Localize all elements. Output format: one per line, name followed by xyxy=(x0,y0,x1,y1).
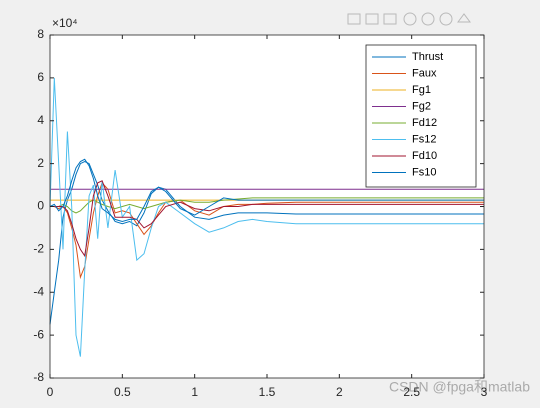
legend-label: Thrust xyxy=(412,51,443,63)
legend-label: Fs12 xyxy=(412,133,436,145)
tool-icon[interactable] xyxy=(347,13,361,25)
legend-box xyxy=(365,44,477,188)
toolbar xyxy=(347,12,471,26)
y-tick-label: 0 xyxy=(37,199,44,213)
x-tick-label: 2 xyxy=(336,385,343,399)
legend-label: Fs10 xyxy=(412,166,436,178)
tool-icon[interactable] xyxy=(403,12,417,26)
tool-icon[interactable] xyxy=(439,12,453,26)
tool-icon[interactable] xyxy=(383,13,397,25)
series-line xyxy=(49,160,484,325)
legend-label: Fd10 xyxy=(412,150,437,162)
y-tick-label: 8 xyxy=(37,27,44,41)
x-tick-label: 0.5 xyxy=(114,385,131,399)
series-line xyxy=(50,197,484,214)
series-line xyxy=(49,158,484,223)
x-tick-label: 3 xyxy=(481,385,488,399)
y-tick-label: -6 xyxy=(33,327,44,341)
series-line xyxy=(50,181,484,280)
y-tick-label: -4 xyxy=(33,284,44,298)
y-tick-label: 6 xyxy=(37,70,44,84)
series-line xyxy=(50,180,484,258)
x-tick-label: 1 xyxy=(191,385,198,399)
exponent-label: ×10⁴ xyxy=(52,16,78,30)
tool-icon[interactable] xyxy=(365,13,379,25)
x-tick-label: 2.5 xyxy=(403,385,420,399)
legend-label: Fg1 xyxy=(412,84,431,96)
watermark: CSDN @fpga和matlab xyxy=(389,379,530,395)
series-line xyxy=(49,77,484,357)
legend-label: Fd12 xyxy=(412,117,437,129)
legend-label: Fg2 xyxy=(412,100,431,112)
tool-icon[interactable] xyxy=(457,13,471,23)
x-tick-label: 1.5 xyxy=(259,385,276,399)
x-tick-label: 0 xyxy=(47,385,54,399)
tool-icon[interactable] xyxy=(421,12,435,26)
y-tick-label: -2 xyxy=(33,242,44,256)
y-tick-label: -8 xyxy=(33,370,44,384)
y-tick-label: 4 xyxy=(37,113,44,127)
legend-label: Faux xyxy=(412,67,437,79)
y-tick-label: 2 xyxy=(37,156,44,170)
